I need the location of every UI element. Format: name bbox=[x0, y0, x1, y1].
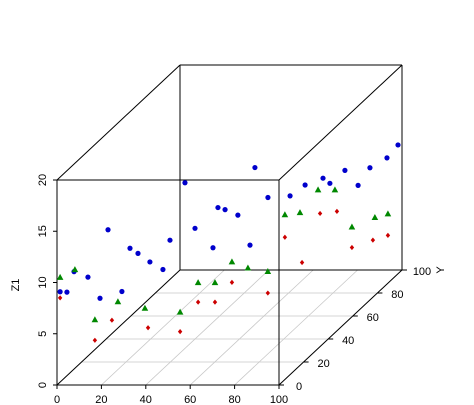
box-edge bbox=[278, 269, 403, 386]
x-tick-label: 60 bbox=[184, 394, 196, 405]
point bbox=[395, 142, 401, 148]
point bbox=[57, 289, 63, 295]
point bbox=[57, 295, 63, 301]
x-tick-label: 100 bbox=[270, 394, 288, 405]
x-tick-label: 80 bbox=[228, 394, 240, 405]
y-axis-label: Y bbox=[435, 266, 447, 274]
point bbox=[370, 237, 376, 243]
point bbox=[119, 288, 125, 295]
z-tick-label: 15 bbox=[37, 225, 49, 237]
point bbox=[229, 279, 235, 285]
point bbox=[367, 165, 373, 171]
x-tick-label: 40 bbox=[140, 394, 152, 405]
z-axis-label: Z1 bbox=[10, 279, 22, 292]
point bbox=[176, 308, 184, 315]
x-tick-label: 0 bbox=[54, 394, 60, 405]
point bbox=[320, 175, 326, 181]
point bbox=[71, 266, 79, 273]
point bbox=[127, 245, 133, 251]
point bbox=[194, 279, 202, 286]
point bbox=[385, 232, 391, 238]
point bbox=[349, 244, 355, 251]
point bbox=[282, 234, 288, 240]
point bbox=[348, 223, 356, 230]
grid-line bbox=[189, 269, 314, 386]
point bbox=[252, 164, 258, 171]
z-tick-label: 10 bbox=[37, 276, 49, 288]
point bbox=[160, 266, 166, 273]
point bbox=[342, 167, 348, 173]
point bbox=[287, 193, 293, 199]
point bbox=[317, 210, 323, 217]
point bbox=[211, 279, 219, 286]
grid-line bbox=[234, 269, 358, 386]
y-tick-label: 20 bbox=[317, 358, 329, 370]
point bbox=[384, 210, 392, 217]
point bbox=[85, 274, 91, 280]
box-edge bbox=[56, 269, 181, 386]
point bbox=[182, 180, 188, 186]
point bbox=[296, 209, 304, 216]
point bbox=[91, 316, 99, 323]
point bbox=[265, 290, 271, 296]
point bbox=[212, 299, 218, 305]
x-tick-label: 20 bbox=[95, 394, 107, 405]
point bbox=[247, 242, 253, 248]
point bbox=[195, 299, 201, 305]
point bbox=[228, 258, 236, 265]
z-tick-label: 0 bbox=[37, 382, 49, 388]
point bbox=[56, 273, 64, 280]
point bbox=[331, 186, 339, 193]
y-tick-label: 40 bbox=[342, 335, 354, 347]
y-tick-label: 0 bbox=[296, 381, 302, 393]
box-edge bbox=[278, 64, 403, 181]
point bbox=[135, 250, 141, 256]
point bbox=[222, 207, 228, 213]
point bbox=[210, 245, 216, 251]
point bbox=[114, 298, 122, 305]
point bbox=[265, 194, 271, 201]
point bbox=[314, 186, 322, 193]
y-tick-label: 80 bbox=[391, 289, 403, 301]
point bbox=[105, 227, 111, 233]
point bbox=[147, 259, 153, 265]
grid-line bbox=[101, 269, 225, 386]
z-tick-label: 5 bbox=[37, 331, 49, 337]
point bbox=[371, 214, 379, 221]
z-tick-label: 20 bbox=[37, 174, 49, 186]
point bbox=[192, 225, 198, 231]
point bbox=[281, 211, 289, 218]
point bbox=[299, 259, 305, 266]
point bbox=[327, 180, 333, 186]
point bbox=[145, 325, 151, 331]
point bbox=[334, 208, 340, 214]
point bbox=[235, 212, 241, 218]
point bbox=[92, 337, 98, 343]
grid-line bbox=[145, 269, 270, 386]
point bbox=[355, 182, 361, 188]
box-edge bbox=[56, 64, 181, 181]
y-tick-label: 100 bbox=[413, 266, 431, 278]
point bbox=[167, 237, 173, 243]
point bbox=[109, 317, 115, 323]
point bbox=[244, 264, 252, 271]
point bbox=[384, 155, 390, 161]
point bbox=[302, 182, 308, 188]
point bbox=[97, 295, 103, 301]
point bbox=[264, 268, 272, 275]
point bbox=[64, 289, 70, 295]
point bbox=[177, 329, 183, 335]
point bbox=[141, 304, 149, 311]
y-tick-label: 60 bbox=[367, 312, 379, 324]
point bbox=[215, 204, 221, 211]
